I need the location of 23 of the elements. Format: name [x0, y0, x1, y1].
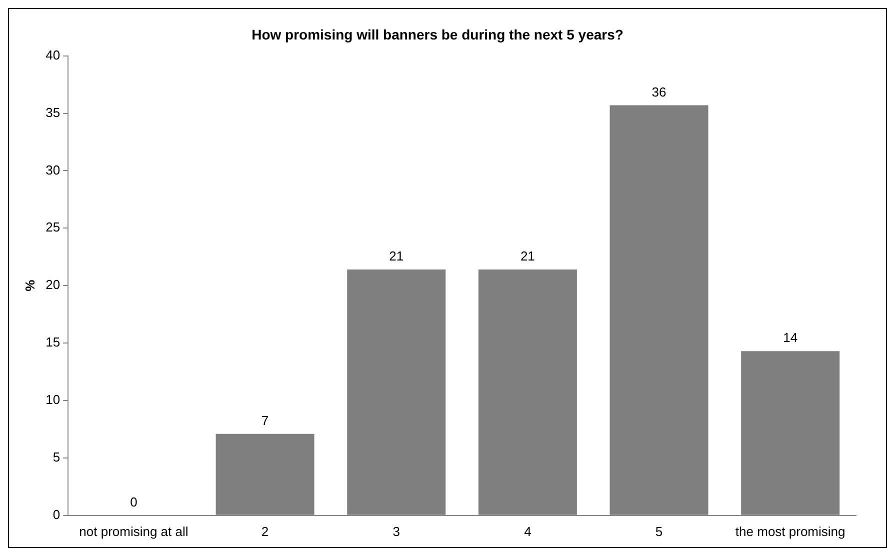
y-axis-title: %	[22, 279, 38, 292]
x-tick-label: not promising at all	[79, 524, 188, 539]
y-tick-label: 40	[46, 47, 60, 62]
data-label: 21	[389, 248, 404, 264]
y-tick-label: 35	[46, 104, 60, 120]
x-tick-label: 2	[261, 524, 269, 539]
x-tick-label: 3	[392, 524, 400, 539]
y-tick-label: 10	[46, 392, 60, 408]
data-label: 14	[783, 330, 798, 346]
data-label: 21	[520, 248, 535, 264]
y-tick-label: 20	[46, 277, 60, 292]
x-tick-label: the most promising	[735, 524, 846, 539]
y-tick-label: 0	[52, 506, 60, 522]
x-tick-label: 4	[524, 524, 532, 539]
data-label: 36	[652, 84, 666, 100]
data-label: 7	[261, 412, 269, 428]
x-tick-label: 5	[655, 524, 663, 539]
chart-title: How promising will banners be during the next 5 years?	[252, 26, 624, 42]
y-tick-label: 25	[46, 220, 60, 235]
y-tick-label: 30	[46, 162, 60, 178]
y-tick-label: 15	[46, 334, 60, 350]
y-tick-label: 5	[52, 450, 60, 465]
data-label: 0	[130, 494, 138, 510]
